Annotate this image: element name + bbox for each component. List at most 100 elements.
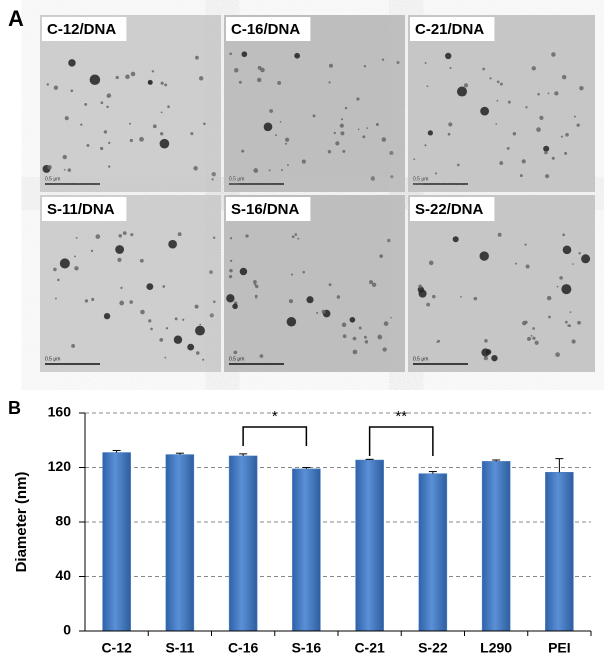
particle [167,105,170,109]
scale-label: 0.5 μm [413,176,428,182]
y-axis-label: Diameter (nm) [13,472,30,573]
panel-label: A [8,6,24,31]
particle [160,132,164,136]
particle [187,343,195,351]
particle [316,311,319,314]
bar [481,461,511,632]
particle [234,68,239,73]
x-tick-label: C-21 [354,640,385,656]
particle [288,299,294,304]
particle [129,300,134,304]
particle [382,347,387,352]
particle [148,319,152,323]
particle [277,80,282,85]
particle [146,283,154,291]
particle [57,278,60,282]
particle [269,109,273,113]
particle [333,131,336,135]
particle [352,349,358,355]
particle [151,70,155,73]
particle [62,154,67,160]
particle [164,83,168,87]
bar [355,459,384,632]
particle [294,233,298,236]
particle [427,130,433,136]
particle [437,339,441,343]
particle [177,232,182,237]
particle [285,137,290,142]
particle [281,168,283,171]
particle [530,334,533,337]
bar [228,455,258,632]
particle [565,132,569,137]
particle [159,138,170,149]
particle [344,106,348,110]
x-tick-label: L290 [480,640,512,656]
particle [290,273,294,276]
particle [555,352,560,357]
label-box [410,197,495,221]
particle [165,327,169,330]
particle [67,168,72,172]
particle [539,115,544,120]
particle [259,354,264,358]
particle [115,75,119,80]
particle [565,320,568,324]
significance-label: ** [395,408,407,425]
particle [255,284,259,289]
particle [363,335,367,339]
particle [130,233,134,237]
particle [306,296,314,304]
particle [448,122,453,127]
particle [449,66,452,70]
particle [579,85,584,91]
particle [515,262,518,265]
particle [554,91,559,96]
particle [381,58,385,61]
particle [140,309,145,315]
particle [537,92,540,96]
particle [497,232,502,237]
particle [396,60,400,65]
particle [291,235,295,239]
particle [507,100,511,104]
particle [257,65,262,70]
particle [559,276,563,280]
particle [548,315,551,319]
particle [229,268,233,273]
micrograph-noise [224,195,405,372]
particle [364,340,369,344]
particle [190,132,194,136]
particle [84,102,88,106]
bar [292,468,321,632]
particle [233,350,238,355]
particle [241,149,245,153]
particle [479,251,489,261]
particle [53,267,57,272]
particle [340,118,344,121]
particle [129,122,132,125]
particle [297,237,300,240]
particle [532,336,536,340]
particle [424,144,427,147]
particle [108,165,111,168]
scale-label: 0.5 μm [413,356,428,362]
bar [102,452,131,632]
particle [352,336,357,341]
particle [63,168,66,171]
particle [519,174,523,178]
particle [159,337,164,342]
significance-label: * [272,408,278,425]
particle [534,340,539,345]
particle [568,324,572,328]
particle [130,71,136,77]
particle [73,255,76,258]
particle [64,116,69,121]
particle [521,320,527,326]
particle [268,169,271,172]
label-box [226,17,311,41]
particle [418,284,422,289]
particle [125,74,130,80]
particle [195,325,205,336]
particle [89,74,101,86]
